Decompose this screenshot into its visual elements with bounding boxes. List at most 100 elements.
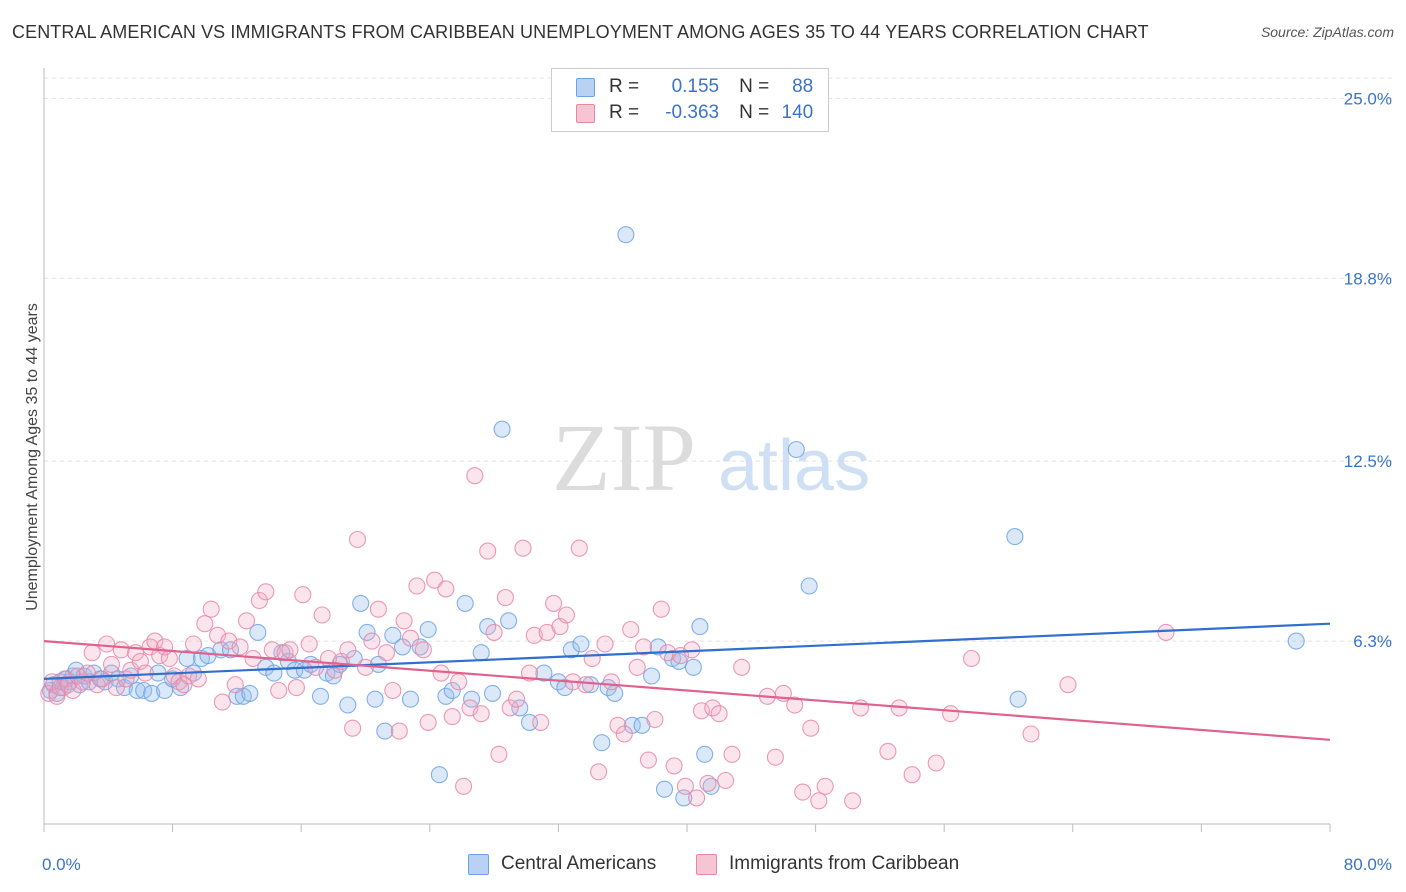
point-immigrant-caribbean (175, 676, 193, 694)
point-immigrant-caribbean (879, 742, 897, 760)
point-central-american (483, 684, 502, 702)
point-immigrant-caribbean (590, 763, 608, 781)
point-immigrant-caribbean (927, 754, 945, 772)
point-immigrant-caribbean (83, 644, 101, 662)
point-central-american (562, 641, 580, 659)
point-immigrant-caribbean (717, 771, 735, 790)
legend-r-label: R = (609, 102, 640, 123)
point-immigrant-caribbean (733, 658, 751, 676)
point-immigrant-caribbean (844, 792, 862, 810)
point-immigrant-caribbean (472, 705, 490, 723)
point-immigrant-caribbean (461, 699, 479, 717)
point-central-american (143, 684, 161, 702)
point-central-american (696, 745, 714, 763)
point-immigrant-caribbean (786, 696, 804, 714)
point-central-american (493, 420, 511, 438)
point-immigrant-caribbean (615, 725, 633, 743)
point-central-american (593, 734, 611, 752)
point-central-american (249, 623, 267, 641)
point-central-american (352, 594, 370, 612)
point-immigrant-caribbean (942, 705, 960, 723)
point-immigrant-caribbean (344, 719, 362, 737)
point-immigrant-caribbean (151, 647, 169, 665)
point-immigrant-caribbean (810, 792, 828, 810)
watermark: ZIP atlas (552, 404, 870, 511)
point-central-american (456, 594, 474, 612)
point-immigrant-caribbean (455, 777, 473, 795)
point-immigrant-caribbean (545, 594, 563, 612)
point-immigrant-caribbean (112, 641, 130, 659)
legend-swatch-blue (576, 77, 595, 97)
point-immigrant-caribbean (48, 687, 66, 705)
point-central-american (241, 684, 259, 702)
point-immigrant-caribbean (688, 789, 706, 807)
trend-line-immigrants-caribbean (43, 640, 1331, 741)
point-immigrant-caribbean (443, 708, 461, 726)
point-central-american (643, 667, 661, 685)
legend-r-value: -0.363 (665, 102, 720, 123)
point-immigrant-caribbean (1059, 676, 1077, 694)
watermark-atlas: atlas (718, 426, 870, 506)
point-immigrant-caribbean (363, 632, 381, 650)
point-central-american (800, 577, 818, 595)
point-immigrant-caribbean (802, 719, 820, 737)
point-immigrant-caribbean (699, 774, 717, 792)
legend-n-value: 140 (781, 102, 814, 123)
point-immigrant-caribbean (450, 673, 468, 691)
point-central-american (655, 780, 674, 798)
point-immigrant-caribbean (692, 702, 711, 720)
point-immigrant-caribbean (213, 693, 231, 711)
point-central-american (411, 638, 429, 656)
point-immigrant-caribbean (348, 530, 367, 549)
point-immigrant-caribbean (794, 783, 812, 801)
point-immigrant-caribbean (508, 690, 526, 708)
point-immigrant-caribbean (514, 539, 532, 557)
point-central-american (443, 681, 461, 700)
point-central-american (311, 687, 330, 705)
point-immigrant-caribbean (93, 670, 111, 688)
point-immigrant-caribbean (704, 699, 722, 717)
point-immigrant-caribbean (577, 676, 595, 694)
point-central-american (1006, 528, 1024, 546)
point-immigrant-caribbean (226, 676, 244, 694)
point-immigrant-caribbean (189, 670, 207, 688)
legend: R = 0.155 N = 88 R = -0.363 N = 140 (551, 68, 829, 132)
point-immigrant-caribbean (639, 751, 657, 769)
point-immigrant-caribbean (1022, 725, 1040, 743)
point-immigrant-caribbean (602, 673, 620, 691)
point-immigrant-caribbean (339, 641, 357, 659)
bottom-legend-label: Central Americans (501, 853, 657, 874)
point-central-american (670, 652, 688, 670)
bottom-legend-swatch-blue (468, 853, 489, 875)
chart-title: CENTRAL AMERICAN VS IMMIGRANTS FROM CARI… (12, 22, 1149, 42)
legend-row-central-americans: R = 0.155 N = 88 (576, 75, 813, 99)
point-central-american (684, 658, 702, 676)
y-tick-label: 18.8% (1344, 269, 1392, 288)
point-immigrant-caribbean (98, 635, 116, 653)
point-central-american (572, 635, 590, 653)
legend-r-value: 0.155 (671, 76, 720, 97)
point-immigrant-caribbean (628, 658, 646, 676)
point-immigrant-caribbean (196, 615, 214, 633)
trend-line-central-americans (43, 622, 1331, 680)
point-immigrant-caribbean (622, 620, 640, 639)
grid-lines (44, 77, 1392, 642)
point-immigrant-caribbean (401, 629, 420, 647)
point-immigrant-caribbean (300, 635, 318, 653)
point-immigrant-caribbean (635, 638, 653, 656)
point-immigrant-caribbean (220, 632, 238, 650)
point-central-american (511, 699, 529, 717)
legend-r-label: R = (609, 76, 640, 97)
point-immigrant-caribbean (570, 539, 588, 557)
point-immigrant-caribbean (377, 644, 395, 662)
point-central-american (500, 612, 518, 630)
chart-source: Source: ZipAtlas.com (1260, 24, 1394, 40)
point-immigrant-caribbean (710, 705, 728, 723)
point-central-american (419, 620, 437, 639)
legend-n-label: N = (739, 102, 770, 123)
point-immigrant-caribbean (369, 600, 387, 618)
point-immigrant-caribbean (496, 589, 514, 607)
point-immigrant-caribbean (903, 766, 921, 784)
point-immigrant-caribbean (532, 713, 550, 731)
point-immigrant-caribbean (466, 467, 484, 485)
